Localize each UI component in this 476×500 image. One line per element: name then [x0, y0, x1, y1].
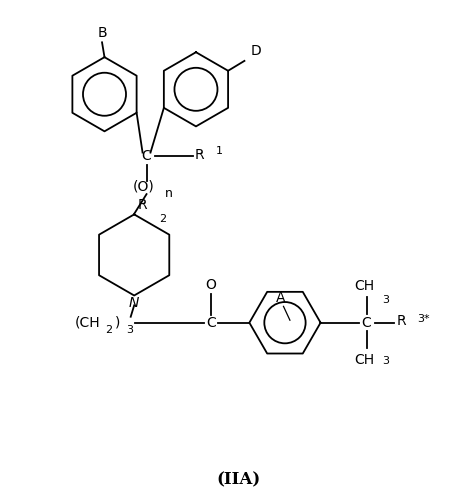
Text: n: n [165, 187, 173, 200]
Text: (CH: (CH [75, 316, 100, 330]
Text: 3*: 3* [417, 314, 430, 324]
Text: 3: 3 [126, 324, 133, 334]
Text: CH: CH [354, 354, 374, 368]
Text: C: C [362, 316, 371, 330]
Text: 3: 3 [382, 296, 389, 306]
Text: ): ) [115, 316, 121, 330]
Text: R: R [195, 148, 205, 162]
Text: O: O [205, 278, 216, 292]
Text: C: C [142, 149, 151, 163]
Text: 1: 1 [216, 146, 223, 156]
Text: C: C [206, 316, 216, 330]
Text: CH: CH [354, 279, 374, 293]
Text: 3: 3 [382, 356, 389, 366]
Text: 2: 2 [159, 214, 166, 224]
Text: (IIA): (IIA) [216, 472, 260, 488]
Text: B: B [97, 26, 107, 40]
Text: 2: 2 [106, 324, 113, 334]
Text: R: R [396, 314, 406, 328]
Text: R: R [138, 198, 148, 212]
Text: D: D [250, 44, 261, 59]
Text: A: A [276, 291, 286, 305]
Text: N: N [129, 296, 139, 310]
Text: (O): (O) [133, 180, 155, 194]
